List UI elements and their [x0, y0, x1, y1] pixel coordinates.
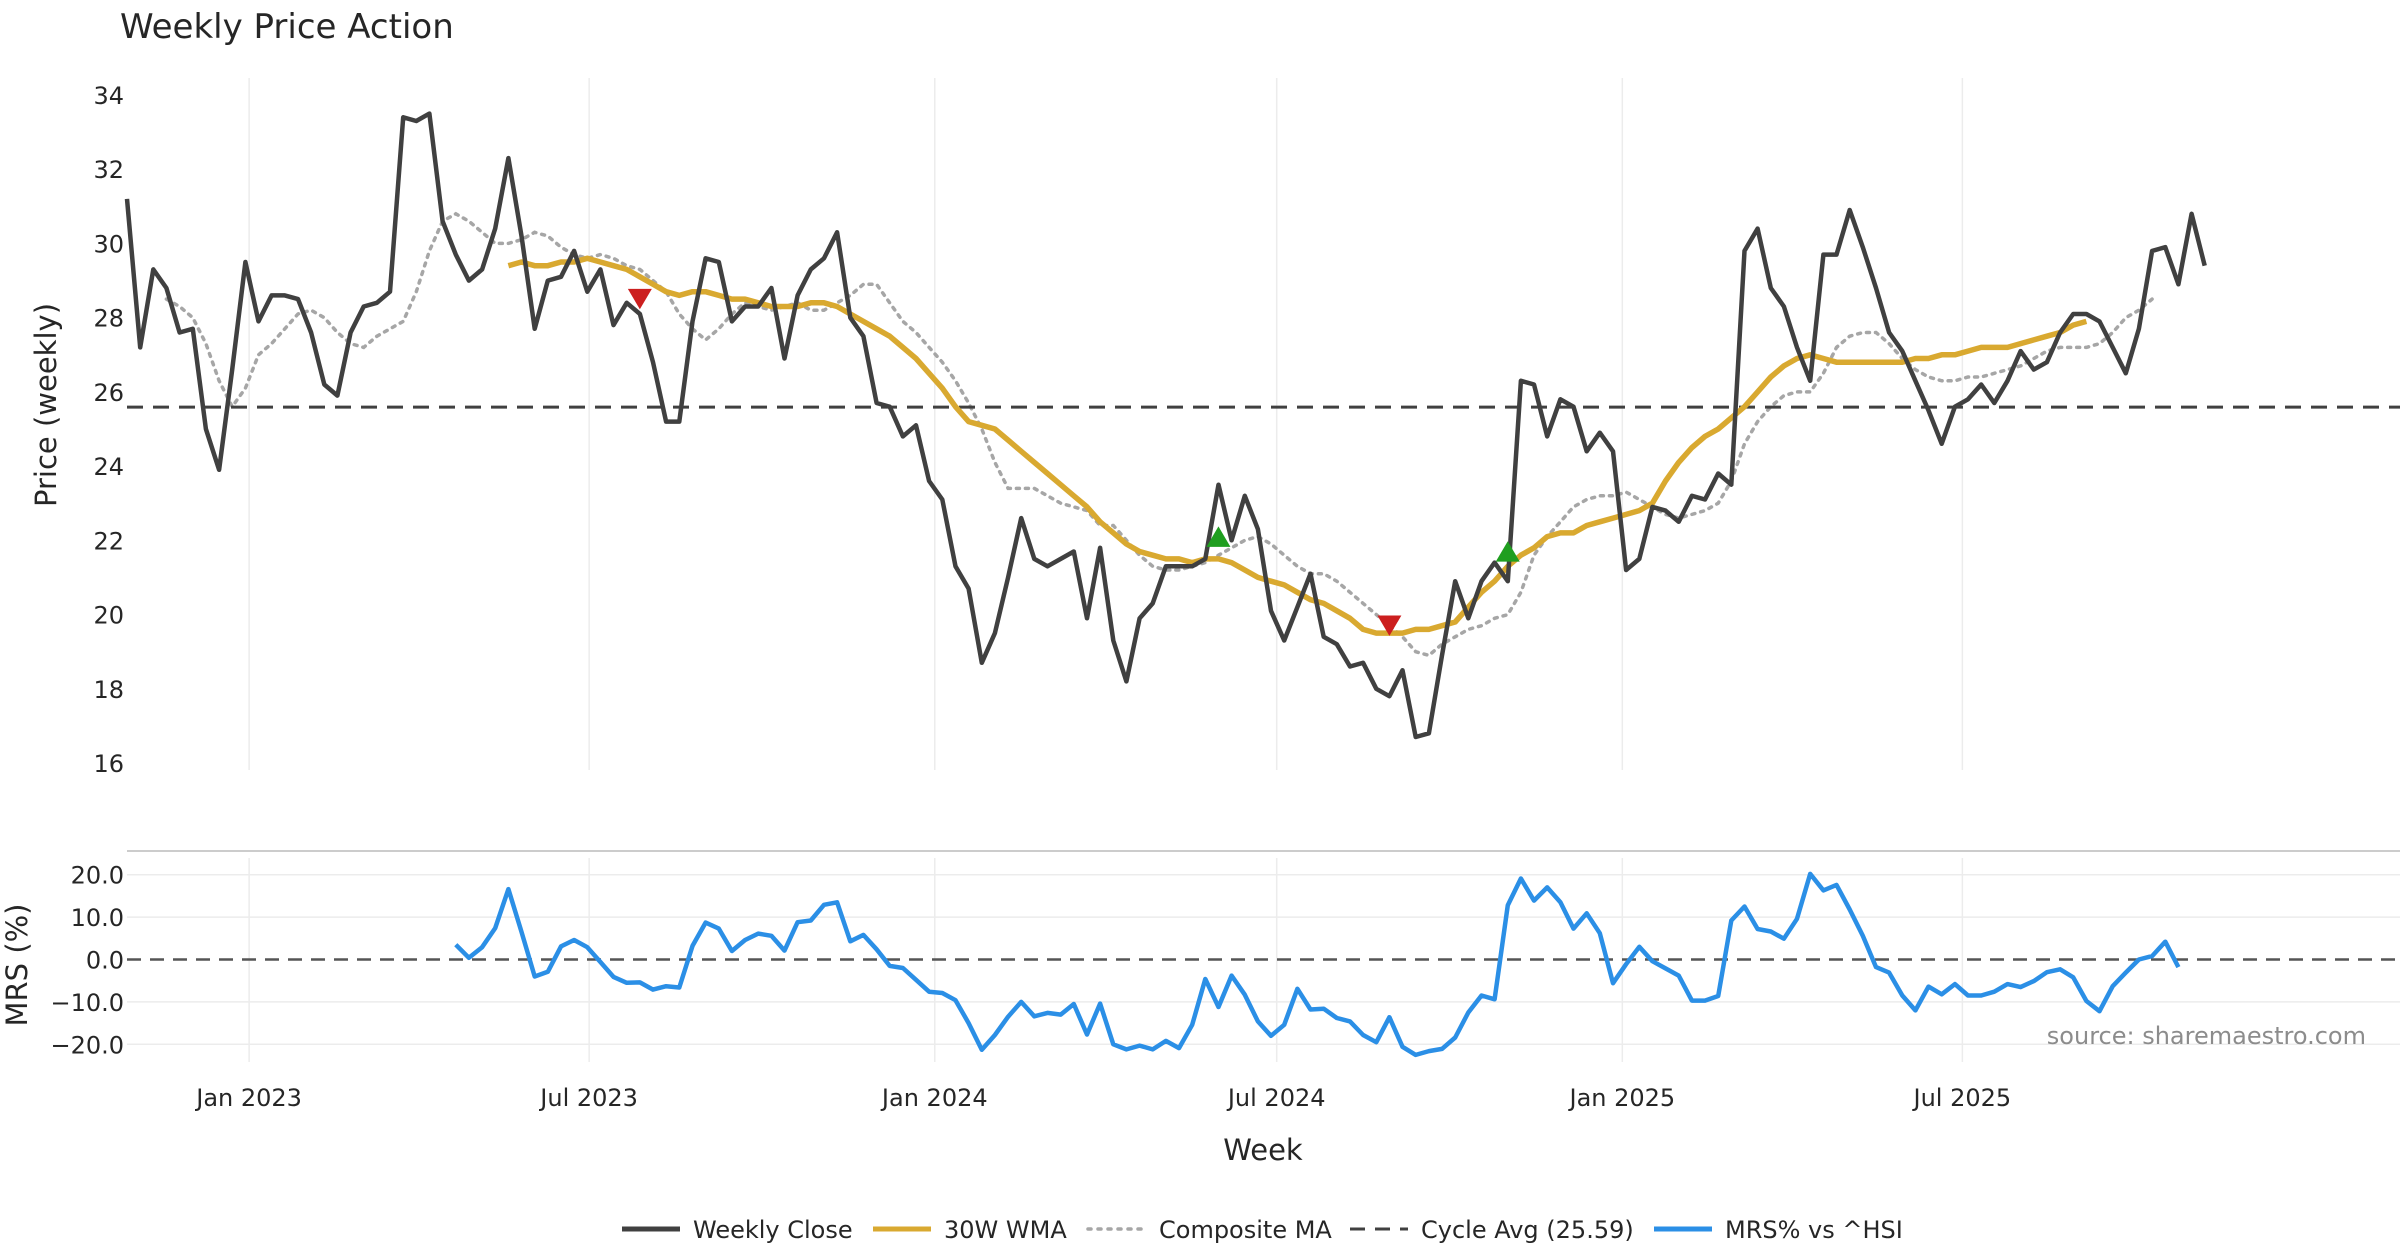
price-y-tick-label: 24 — [93, 453, 124, 481]
mrs-panel: −20.0 −10.0 0.0 10.0 20.0 MRS (%) source: sh… — [0, 850, 2400, 1062]
legend-label: 30W WMA — [944, 1216, 1067, 1244]
price-y-ticks: 16 18 20 22 24 26 28 30 32 34 — [93, 82, 124, 778]
composite-ma-line — [164, 211, 2154, 658]
legend-label: Cycle Avg (25.59) — [1421, 1216, 1634, 1244]
price-y-tick-label: 22 — [93, 527, 124, 555]
price-y-axis-title: Price (weekly) — [29, 303, 63, 507]
sell-signal-marker — [627, 288, 652, 310]
x-tick-label: Jan 2023 — [194, 1084, 302, 1112]
price-y-tick-label: 20 — [93, 602, 124, 630]
legend: Weekly Close 30W WMA Composite MA Cycle Avg… — [622, 1216, 1903, 1244]
price-panel: 16 18 20 22 24 26 28 30 32 34 Price (weekly) — [29, 78, 2400, 778]
x-ticks: Jan 2023 Jul 2023 Jan 2024 Jul 2024 Jan 2025… — [194, 1084, 2011, 1112]
price-y-tick-label: 30 — [93, 230, 124, 258]
mrs-series — [127, 871, 2400, 1058]
mrs-y-tick-label: −10.0 — [50, 989, 124, 1017]
mrs-y-ticks: −20.0 −10.0 0.0 10.0 20.0 — [50, 862, 124, 1060]
price-gridlines — [248, 78, 1964, 770]
price-y-tick-label: 28 — [93, 305, 124, 333]
x-tick-label: Jan 2024 — [880, 1084, 988, 1112]
x-tick-label: Jan 2025 — [1567, 1084, 1675, 1112]
wma-30w-line — [507, 255, 2088, 636]
price-y-tick-label: 34 — [93, 82, 124, 110]
mrs-y-tick-label: 20.0 — [71, 862, 124, 890]
buy-signal-marker — [1495, 541, 1520, 562]
mrs-y-tick-label: −20.0 — [50, 1031, 124, 1059]
mrs-y-tick-label: 0.0 — [86, 947, 124, 975]
mrs-y-axis-title: MRS (%) — [0, 904, 34, 1027]
x-axis-title: Week — [1223, 1133, 1303, 1167]
legend-label: Composite MA — [1159, 1216, 1332, 1244]
chart-title: Weekly Price Action — [120, 7, 454, 47]
legend-label: Weekly Close — [693, 1216, 853, 1244]
weekly-close-line — [124, 111, 2207, 740]
price-y-tick-label: 16 — [93, 750, 124, 778]
x-tick-label: Jul 2025 — [1912, 1084, 2012, 1112]
price-y-tick-label: 18 — [93, 676, 124, 704]
x-tick-label: Jul 2024 — [1226, 1084, 1326, 1112]
signal-markers — [627, 288, 1520, 636]
source-credit: source: sharemaestro.com — [2047, 1022, 2366, 1050]
sell-signal-marker — [1377, 615, 1402, 636]
x-tick-label: Jul 2023 — [538, 1084, 638, 1112]
legend-label: MRS% vs ^HSI — [1725, 1216, 1903, 1244]
buy-signal-marker — [1206, 526, 1231, 547]
price-y-tick-label: 32 — [93, 156, 124, 184]
price-y-tick-label: 26 — [93, 379, 124, 407]
mrs-y-tick-label: 10.0 — [71, 904, 124, 932]
mrs-line — [454, 871, 2181, 1058]
price-series — [124, 111, 2400, 740]
mrs-gridlines — [127, 858, 2400, 1062]
